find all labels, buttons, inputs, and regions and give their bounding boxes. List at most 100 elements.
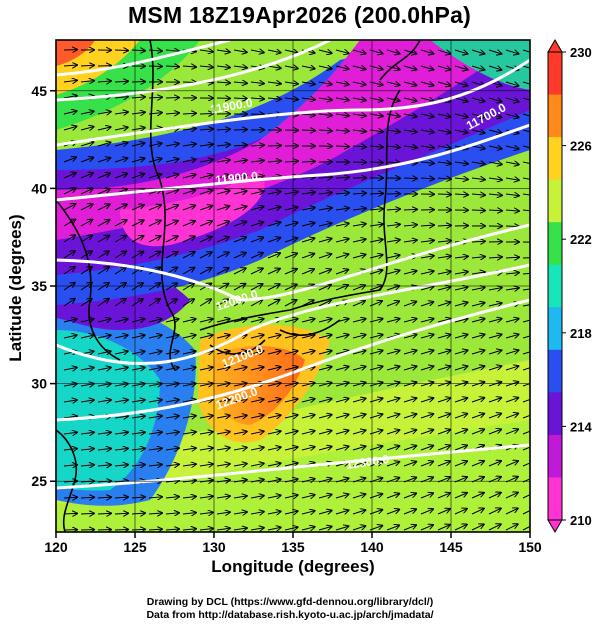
wind-arrow xyxy=(131,283,143,291)
wind-arrow xyxy=(471,272,485,274)
wind-arrow xyxy=(148,529,162,530)
wind-arrow xyxy=(250,145,264,146)
wind-arrow xyxy=(284,223,298,226)
wind-arrow xyxy=(97,251,109,259)
wind-arrow xyxy=(199,66,213,67)
wind-arrow xyxy=(488,366,501,371)
wind-arrow xyxy=(250,335,264,338)
wind-arrow xyxy=(335,526,348,530)
wind-arrow xyxy=(199,206,212,211)
wind-arrow xyxy=(488,98,501,102)
wind-arrow xyxy=(403,509,416,515)
wind-arrow xyxy=(522,413,530,419)
wind-arrow xyxy=(148,299,160,307)
wind-arrow xyxy=(318,495,332,498)
wind-arrow xyxy=(471,241,485,242)
wind-arrow xyxy=(63,111,77,114)
wind-arrow xyxy=(505,508,518,515)
wind-arrow xyxy=(131,112,145,114)
wind-arrow xyxy=(199,175,213,178)
wind-arrow xyxy=(403,319,417,322)
wind-arrow xyxy=(318,300,331,307)
wind-arrow xyxy=(505,493,518,499)
wind-arrow xyxy=(352,224,366,226)
wind-arrow xyxy=(420,509,433,515)
wind-arrow xyxy=(216,299,228,307)
wind-arrow xyxy=(131,143,145,146)
wind-arrow xyxy=(488,461,501,467)
wind-arrow xyxy=(267,66,281,68)
wind-arrow xyxy=(488,288,502,290)
y-tick-label: 45 xyxy=(31,83,47,99)
wind-arrow xyxy=(318,177,332,178)
wind-arrow xyxy=(318,269,331,275)
wind-arrow xyxy=(165,174,178,178)
wind-arrow xyxy=(233,82,247,83)
wind-arrow xyxy=(267,284,280,291)
wind-arrow xyxy=(199,529,213,530)
wind-arrow xyxy=(471,429,484,435)
wind-arrow xyxy=(148,497,162,498)
wind-arrow xyxy=(488,114,502,117)
wind-arrow xyxy=(233,66,247,68)
wind-arrow xyxy=(352,526,365,531)
wind-arrow xyxy=(301,161,315,162)
wind-arrow xyxy=(250,237,263,243)
wind-arrow xyxy=(505,50,518,54)
wind-arrow xyxy=(352,114,366,116)
wind-arrow xyxy=(454,334,468,338)
y-tick-label: 35 xyxy=(31,278,47,294)
colorbar-segment xyxy=(548,137,562,181)
wind-arrow xyxy=(386,494,399,499)
wind-arrow xyxy=(131,497,145,498)
wind-arrow xyxy=(471,66,484,70)
wind-arrow xyxy=(199,416,213,418)
wind-arrow xyxy=(284,269,297,275)
wind-arrow xyxy=(352,193,366,194)
wind-arrow xyxy=(267,238,280,243)
wind-arrow xyxy=(352,430,365,434)
wind-arrow xyxy=(216,129,230,130)
wind-arrow xyxy=(114,283,126,291)
wind-arrow xyxy=(80,235,92,243)
wind-arrow xyxy=(471,146,485,149)
wind-arrow xyxy=(403,98,417,101)
wind-arrow xyxy=(284,253,297,259)
colorbar-min-triangle xyxy=(547,519,563,533)
wind-arrow xyxy=(233,98,247,99)
wind-arrow xyxy=(301,415,315,418)
wind-arrow xyxy=(454,445,467,451)
wind-arrow xyxy=(182,252,195,259)
wind-arrow xyxy=(522,366,530,371)
wind-arrow xyxy=(80,81,94,82)
wind-arrow xyxy=(403,130,417,132)
wind-arrow xyxy=(437,398,450,403)
colorbar: 230 226 222 218 214 210 xyxy=(547,39,592,533)
colorbar-label: 230 xyxy=(570,45,592,60)
wind-arrow xyxy=(420,430,433,435)
wind-arrow xyxy=(284,319,298,322)
wind-arrow xyxy=(352,208,366,210)
wind-arrow xyxy=(471,98,485,102)
wind-arrow xyxy=(114,384,128,386)
wind-arrow xyxy=(352,130,366,131)
wind-arrow xyxy=(301,66,315,69)
wind-arrow xyxy=(250,415,264,418)
wind-arrow xyxy=(148,335,162,338)
wind-arrow xyxy=(216,237,229,243)
wind-arrow xyxy=(114,174,127,179)
wind-arrow xyxy=(454,366,467,370)
wind-arrow xyxy=(233,253,246,259)
wind-arrow xyxy=(182,513,196,514)
wind-arrow xyxy=(199,464,213,466)
wind-arrow xyxy=(505,413,518,419)
wind-arrow xyxy=(131,174,144,179)
wind-arrow xyxy=(233,399,247,402)
wind-arrow xyxy=(403,209,417,210)
y-tick-label: 30 xyxy=(31,376,47,392)
wind-arrow xyxy=(165,367,179,370)
wind-arrow xyxy=(131,252,143,259)
wind-arrow xyxy=(216,528,230,530)
wind-arrow xyxy=(131,319,145,322)
wind-arrow xyxy=(250,284,263,291)
